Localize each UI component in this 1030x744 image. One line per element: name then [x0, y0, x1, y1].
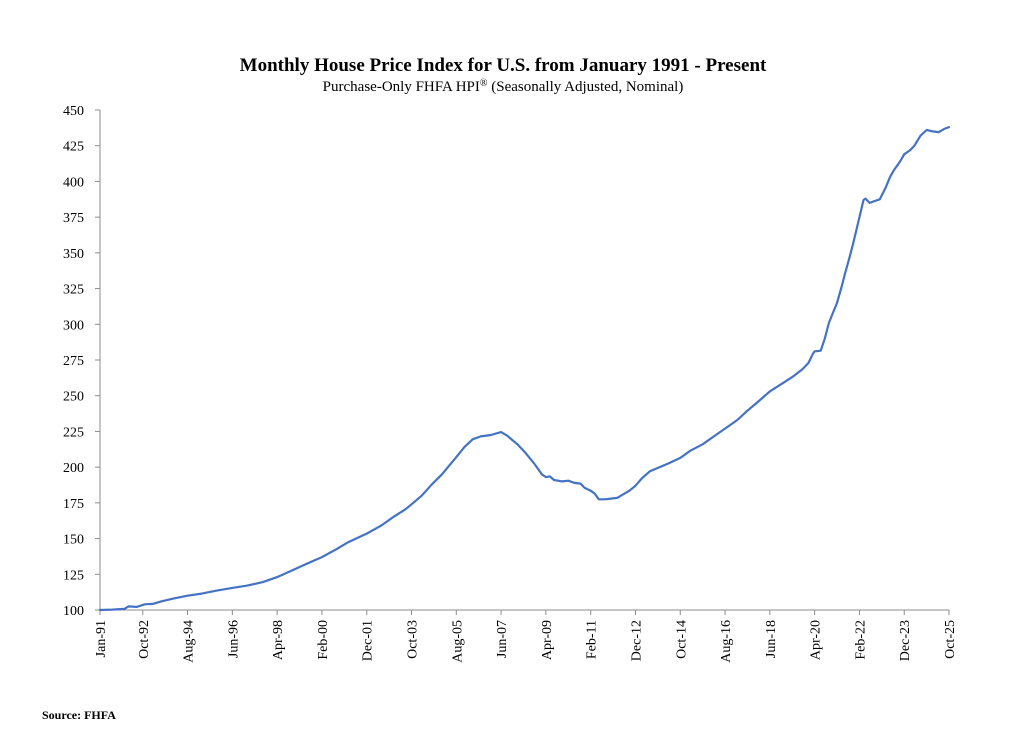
source-note: Source: FHFA — [42, 708, 116, 722]
chart-title: Monthly House Price Index for U.S. from … — [240, 55, 767, 76]
y-tick-label: 175 — [63, 497, 84, 512]
x-tick-label: Dec-01 — [361, 620, 376, 661]
y-tick-label: 250 — [63, 390, 84, 405]
x-tick-label: Jun-07 — [495, 620, 510, 658]
y-tick-label: 100 — [63, 604, 84, 619]
y-tick-label: 450 — [63, 104, 84, 119]
x-tick-label: Aug-05 — [450, 620, 465, 663]
registered-mark: ® — [480, 78, 488, 89]
x-tick-label: Jun-96 — [226, 620, 241, 658]
x-tick-label: Feb-22 — [853, 620, 868, 660]
series-group — [98, 126, 951, 612]
y-tick-label: 150 — [63, 533, 84, 548]
y-tick-label: 350 — [63, 247, 84, 262]
x-tick-label: Aug-16 — [719, 620, 734, 663]
y-axis: 100 125 150 175 200 225 250 275 300 325 350 375 400 4… — [63, 104, 101, 619]
chart-subtitle: Purchase-Only FHFA HPI® (Seasonally Adju… — [323, 78, 684, 95]
y-tick-label: 225 — [63, 425, 84, 440]
x-tick-label: Oct-14 — [674, 620, 689, 659]
x-tick-label: Dec-12 — [629, 620, 644, 661]
x-tick-label: Jun-18 — [764, 620, 779, 658]
series-line-hpi — [98, 126, 951, 612]
x-tick-label: Jan-91 — [94, 620, 109, 657]
y-tick-label: 325 — [63, 283, 84, 298]
x-tick-label: Feb-00 — [316, 620, 331, 660]
x-tick-label: Dec-23 — [898, 620, 913, 661]
y-tick-label: 425 — [63, 140, 84, 155]
x-tick-label: Apr-20 — [809, 620, 824, 660]
x-tick-label: Apr-09 — [540, 620, 555, 660]
x-tick-label: Oct-92 — [137, 620, 152, 659]
y-tick-label: 200 — [63, 461, 84, 476]
y-tick-label: 125 — [63, 568, 84, 583]
x-axis: Jan-91 Oct-92 Aug-94 Jun-96 Apr-98 Feb-00 Dec-… — [94, 609, 958, 663]
x-tick-label: Apr-98 — [271, 620, 286, 660]
y-tick-label: 300 — [63, 318, 84, 333]
x-tick-label: Feb-11 — [585, 620, 600, 659]
x-tick-label: Aug-94 — [182, 620, 197, 663]
x-tick-label: Oct-25 — [943, 620, 958, 659]
y-tick-label: 400 — [63, 175, 84, 190]
subtitle-text: Purchase-Only FHFA HPI — [323, 79, 480, 95]
x-tick-label: Oct-03 — [406, 620, 421, 659]
subtitle-tail: (Seasonally Adjusted, Nominal) — [488, 79, 684, 95]
y-tick-label: 375 — [63, 211, 84, 226]
y-tick-label: 275 — [63, 354, 84, 369]
